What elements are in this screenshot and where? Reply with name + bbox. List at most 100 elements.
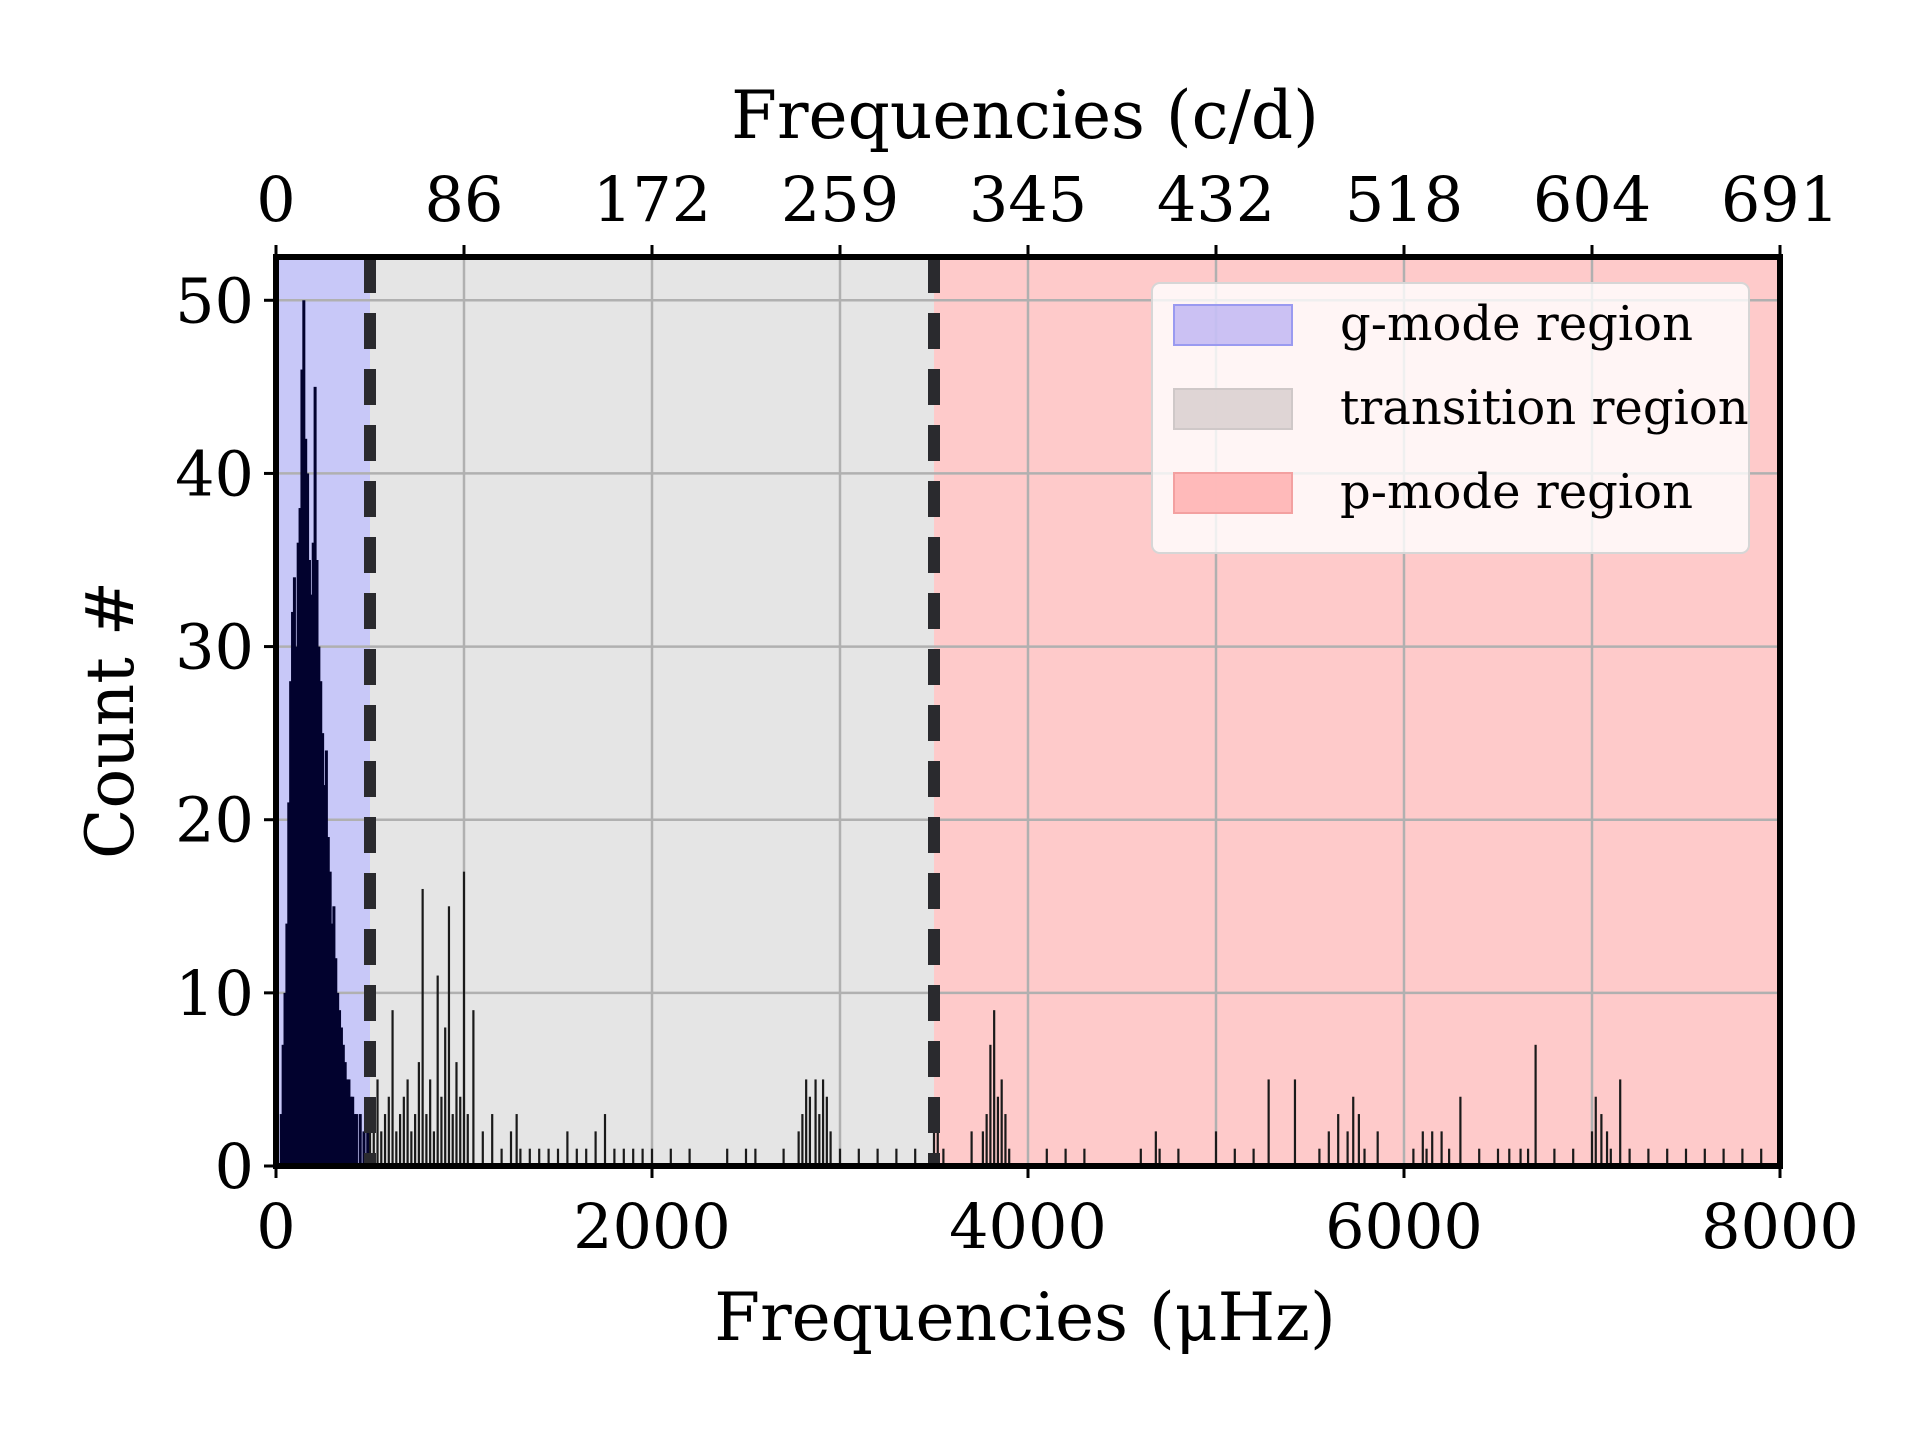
histogram-bar <box>353 1114 357 1166</box>
top-x-tick-label: 691 <box>1721 163 1839 236</box>
legend-swatch-0 <box>1173 304 1293 346</box>
histogram-bar <box>1267 1079 1270 1166</box>
histogram-bar <box>351 1096 355 1166</box>
histogram-bar <box>366 1114 370 1166</box>
histogram-bar <box>993 1010 996 1166</box>
histogram-bar <box>1214 1131 1218 1166</box>
histogram-bar <box>421 888 424 1166</box>
histogram-bar <box>688 1148 691 1166</box>
histogram-bar <box>1741 1148 1744 1166</box>
histogram-bar <box>289 681 293 1166</box>
top-x-tick-label: 518 <box>1345 163 1463 236</box>
y-axis-title: Count # <box>72 581 149 859</box>
histogram-bar <box>1376 1131 1379 1166</box>
histogram-bar <box>814 1079 817 1166</box>
histogram-bar <box>294 646 298 1166</box>
y-tick-label: 30 <box>175 611 254 684</box>
histogram-bar <box>782 1148 785 1166</box>
legend-label: transition region <box>1340 380 1749 436</box>
histogram-bar <box>336 992 340 1166</box>
histogram-bar <box>1594 1096 1597 1166</box>
histogram-bar <box>857 1148 860 1166</box>
histogram-bar <box>339 1027 343 1166</box>
histogram-bar <box>281 1044 285 1166</box>
histogram-bar <box>1064 1148 1067 1166</box>
histogram-bar <box>981 1131 984 1166</box>
histogram-bar <box>528 1148 531 1166</box>
histogram-bar <box>406 1079 409 1166</box>
histogram-bar <box>594 1131 597 1166</box>
histogram-bar <box>575 1148 578 1166</box>
histogram-bar <box>996 1096 1000 1166</box>
histogram-bar <box>1346 1131 1349 1166</box>
histogram-bar <box>1590 1131 1594 1166</box>
histogram-bar <box>556 1148 560 1166</box>
histogram-bar <box>515 1114 518 1166</box>
histogram-bar <box>481 1131 484 1166</box>
histogram-bar <box>459 1096 462 1166</box>
histogram-bar <box>1421 1131 1424 1166</box>
histogram-bar <box>444 1027 447 1166</box>
histogram-bar <box>970 1131 973 1166</box>
legend: g-mode region transition region p-mode reg… <box>1151 282 1750 554</box>
histogram-bar <box>1605 1131 1609 1166</box>
histogram-bar <box>306 473 310 1166</box>
histogram-bar <box>1628 1148 1631 1166</box>
histogram-bar <box>1647 1148 1650 1166</box>
y-axis-ticks: 0 10 20 30 40 50 <box>175 264 276 1203</box>
histogram-bar <box>436 975 439 1166</box>
histogram-bar <box>283 992 287 1166</box>
x-tick-label: 4000 <box>949 1190 1107 1263</box>
histogram-bar <box>1158 1148 1161 1166</box>
histogram-bar <box>1337 1114 1340 1166</box>
histogram-bar <box>1684 1148 1688 1166</box>
histogram-bar <box>372 1114 375 1166</box>
histogram-bar <box>1318 1148 1321 1166</box>
histogram-bar <box>398 1114 402 1166</box>
histogram-bar <box>376 1079 379 1166</box>
histogram-bar <box>1357 1114 1360 1166</box>
histogram-bar <box>585 1148 588 1166</box>
legend-label: p-mode region <box>1340 464 1693 520</box>
histogram-bar <box>1478 1148 1481 1166</box>
histogram-bar <box>417 1062 420 1166</box>
y-tick-label: 40 <box>175 437 254 510</box>
histogram-bar <box>321 733 325 1166</box>
histogram-bar <box>1459 1096 1462 1166</box>
histogram-bar <box>347 1079 351 1166</box>
histogram-bar <box>1534 1044 1537 1166</box>
histogram-bar <box>1252 1148 1255 1166</box>
histogram-bar <box>936 1131 939 1166</box>
histogram-bar <box>292 577 296 1166</box>
histogram-bar <box>566 1131 569 1166</box>
top-x-tick-label: 172 <box>593 163 711 236</box>
x-tick-label: 6000 <box>1325 1190 1483 1263</box>
histogram-bar <box>315 560 319 1166</box>
histogram-bar <box>754 1148 757 1166</box>
histogram-bar <box>279 1114 283 1166</box>
histogram-bar <box>1293 1079 1297 1166</box>
histogram-bar <box>1572 1148 1575 1166</box>
histogram-bar <box>622 1148 625 1166</box>
histogram-bar <box>451 1114 454 1166</box>
histogram-bar <box>313 386 317 1166</box>
histogram-bar <box>1363 1148 1366 1166</box>
top-x-tick-label: 86 <box>425 163 504 236</box>
histogram-bar <box>1600 1114 1603 1166</box>
legend-swatch-2 <box>1173 472 1293 514</box>
histogram-bar <box>317 646 321 1166</box>
histogram-bar <box>914 1148 917 1166</box>
histogram-bar <box>343 1062 347 1166</box>
histogram-bar <box>326 837 330 1166</box>
top-x-axis-title: Frequencies (c/d) <box>731 77 1319 154</box>
histogram-bar <box>603 1114 607 1166</box>
histogram-bar <box>296 542 300 1166</box>
histogram-bar <box>291 611 295 1166</box>
histogram-bar <box>429 1079 432 1166</box>
histogram-bar <box>1609 1148 1612 1166</box>
histogram-bar <box>726 1148 729 1166</box>
histogram-bar <box>311 542 315 1166</box>
histogram-bar <box>440 1096 443 1166</box>
histogram-bar <box>1722 1148 1725 1166</box>
